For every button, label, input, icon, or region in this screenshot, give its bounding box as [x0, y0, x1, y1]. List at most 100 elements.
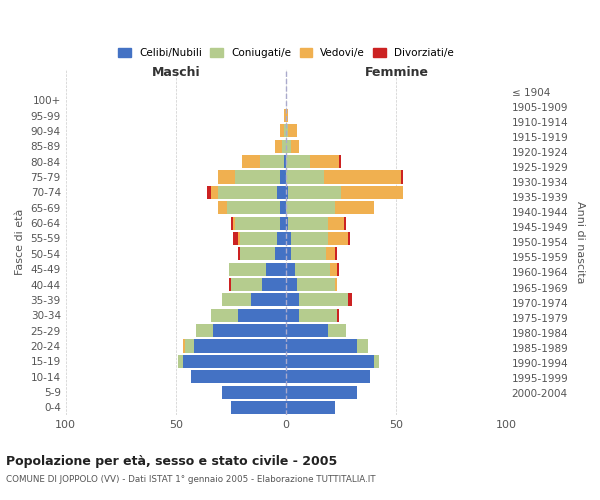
- Bar: [286, 186, 289, 199]
- Bar: [401, 170, 403, 183]
- Bar: [286, 401, 335, 414]
- Bar: [295, 262, 331, 276]
- Bar: [339, 155, 341, 168]
- Bar: [286, 324, 328, 337]
- Bar: [262, 278, 286, 291]
- Bar: [240, 248, 275, 260]
- Bar: [227, 201, 280, 214]
- Bar: [229, 262, 266, 276]
- Bar: [286, 340, 357, 352]
- Bar: [286, 370, 370, 384]
- Bar: [286, 109, 289, 122]
- Y-axis label: Fasce di età: Fasce di età: [15, 209, 25, 276]
- Bar: [286, 386, 357, 398]
- Bar: [299, 308, 337, 322]
- Bar: [348, 232, 350, 245]
- Bar: [182, 355, 286, 368]
- Bar: [191, 370, 286, 384]
- Bar: [218, 186, 277, 199]
- Legend: Celibi/Nubili, Coniugati/e, Vedovi/e, Divorziati/e: Celibi/Nubili, Coniugati/e, Vedovi/e, Di…: [114, 44, 458, 62]
- Bar: [286, 140, 290, 153]
- Bar: [233, 232, 238, 245]
- Bar: [218, 170, 235, 183]
- Bar: [344, 216, 346, 230]
- Text: COMUNE DI JOPPOLO (VV) - Dati ISTAT 1° gennaio 2005 - Elaborazione TUTTITALIA.IT: COMUNE DI JOPPOLO (VV) - Dati ISTAT 1° g…: [6, 475, 376, 484]
- Bar: [238, 248, 240, 260]
- Bar: [337, 262, 339, 276]
- Bar: [211, 308, 238, 322]
- Bar: [284, 155, 286, 168]
- Bar: [286, 355, 374, 368]
- Bar: [286, 294, 299, 306]
- Y-axis label: Anni di nascita: Anni di nascita: [575, 201, 585, 283]
- Bar: [194, 340, 286, 352]
- Bar: [211, 186, 218, 199]
- Bar: [286, 201, 335, 214]
- Bar: [286, 170, 323, 183]
- Bar: [185, 340, 194, 352]
- Bar: [323, 170, 401, 183]
- Bar: [277, 186, 286, 199]
- Bar: [335, 201, 374, 214]
- Bar: [335, 248, 337, 260]
- Bar: [284, 124, 286, 138]
- Bar: [341, 186, 403, 199]
- Bar: [286, 216, 289, 230]
- Bar: [286, 308, 299, 322]
- Bar: [196, 324, 214, 337]
- Text: Femmine: Femmine: [364, 66, 428, 80]
- Bar: [286, 124, 289, 138]
- Bar: [235, 216, 280, 230]
- Text: Maschi: Maschi: [152, 66, 200, 80]
- Bar: [214, 324, 286, 337]
- Bar: [286, 262, 295, 276]
- Bar: [280, 201, 286, 214]
- Bar: [357, 340, 368, 352]
- Bar: [286, 155, 310, 168]
- Bar: [328, 324, 346, 337]
- Bar: [289, 186, 341, 199]
- Bar: [335, 278, 337, 291]
- Bar: [348, 294, 352, 306]
- Bar: [297, 278, 335, 291]
- Bar: [222, 294, 251, 306]
- Bar: [266, 262, 286, 276]
- Bar: [242, 155, 260, 168]
- Bar: [231, 401, 286, 414]
- Bar: [178, 355, 182, 368]
- Text: Popolazione per età, sesso e stato civile - 2005: Popolazione per età, sesso e stato civil…: [6, 455, 337, 468]
- Bar: [284, 109, 286, 122]
- Bar: [229, 278, 231, 291]
- Bar: [331, 262, 337, 276]
- Bar: [238, 232, 240, 245]
- Bar: [374, 355, 379, 368]
- Bar: [240, 232, 277, 245]
- Bar: [275, 248, 286, 260]
- Bar: [286, 278, 297, 291]
- Bar: [290, 232, 328, 245]
- Bar: [286, 248, 290, 260]
- Bar: [280, 170, 286, 183]
- Bar: [233, 216, 235, 230]
- Bar: [282, 140, 286, 153]
- Bar: [238, 308, 286, 322]
- Bar: [280, 124, 284, 138]
- Bar: [280, 216, 286, 230]
- Bar: [290, 248, 326, 260]
- Bar: [222, 386, 286, 398]
- Bar: [275, 140, 282, 153]
- Bar: [299, 294, 348, 306]
- Bar: [207, 186, 211, 199]
- Bar: [235, 170, 280, 183]
- Bar: [231, 278, 262, 291]
- Bar: [337, 308, 339, 322]
- Bar: [218, 201, 227, 214]
- Bar: [182, 340, 185, 352]
- Bar: [326, 248, 335, 260]
- Bar: [286, 232, 290, 245]
- Bar: [251, 294, 286, 306]
- Bar: [289, 124, 297, 138]
- Bar: [328, 216, 344, 230]
- Bar: [260, 155, 284, 168]
- Bar: [231, 216, 233, 230]
